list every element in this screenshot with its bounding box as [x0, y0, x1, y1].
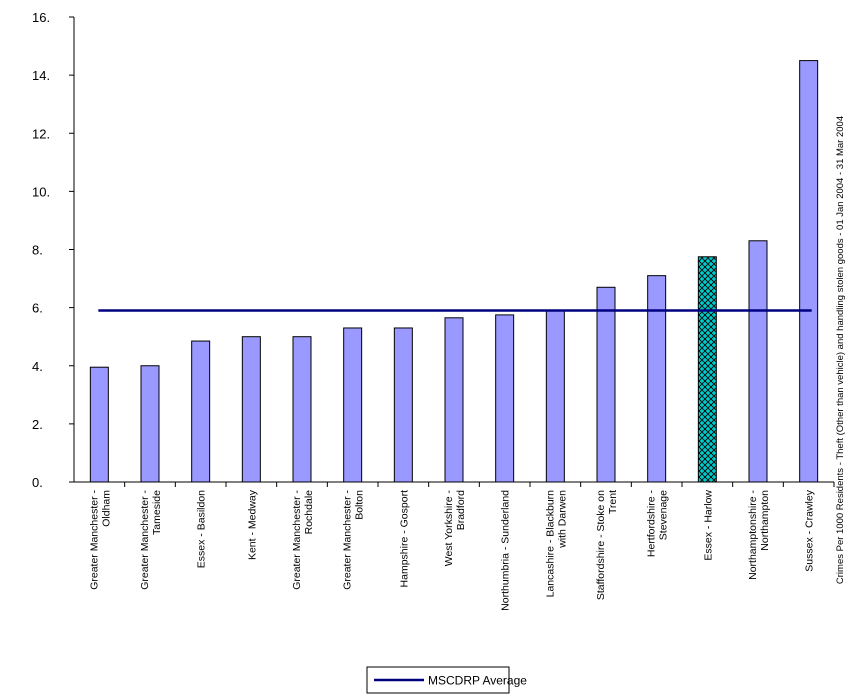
x-tick-label: Staffordshire - Stoke onTrent — [595, 490, 619, 600]
legend-label-average: MSCDRP Average — [428, 674, 527, 688]
x-tick-label-line: Sussex - Crawley — [804, 489, 816, 571]
x-tick-label-line: Bolton — [354, 490, 366, 520]
x-tick-label: West Yorkshire -Bradford — [443, 490, 467, 567]
bar-highlighted — [697, 256, 717, 483]
y-tick-label: 14. — [32, 68, 50, 83]
x-tick-label-line: Hertfordshire - — [646, 490, 658, 558]
bar — [292, 336, 312, 483]
y-tick-label: 6. — [32, 301, 43, 316]
x-tick-label: Northamptonshire -Northampton — [747, 490, 771, 580]
x-tick-label-line: Essex - Basildon — [196, 490, 208, 568]
x-tick-label: Greater Manchester -Rochdale — [291, 490, 315, 590]
x-tick-label: Greater Manchester -Oldham — [88, 490, 112, 590]
bar — [647, 275, 667, 483]
bar — [191, 340, 211, 483]
x-tick-label-line: Northampton — [759, 490, 771, 551]
bar — [343, 327, 363, 483]
y-tick-label: 0. — [32, 475, 43, 490]
x-tick-label-line: Oldham — [100, 490, 112, 527]
bar — [89, 366, 109, 483]
x-tick-label-line: Trent — [607, 490, 619, 514]
x-tick-label-line: Stevenage — [658, 490, 670, 540]
axes — [73, 17, 834, 483]
x-tick-label-line: Lancashire - Blackburn — [544, 490, 556, 598]
y-axis-title: Crimes Per 1000 Residents - Theft (Other… — [835, 116, 846, 584]
y-tick-label: 12. — [32, 126, 50, 141]
x-tick-label: Kent - Medway — [246, 489, 258, 560]
x-tick-label-line: West Yorkshire - — [443, 490, 455, 567]
bar — [799, 60, 819, 483]
y-tick-label: 4. — [32, 359, 43, 374]
x-tick-label-line: Greater Manchester - — [291, 490, 303, 590]
x-tick-label-line: Northumbria - Sunderland — [500, 490, 512, 611]
x-tick-label-line: Essex - Harlow — [702, 490, 714, 561]
x-tick-label: Hertfordshire -Stevenage — [646, 490, 670, 558]
x-tick-label: Sussex - Crawley — [804, 489, 816, 571]
bar — [241, 336, 261, 483]
x-tick-label-line: Staffordshire - Stoke on — [595, 490, 607, 600]
x-tick-label: Essex - Basildon — [196, 490, 208, 568]
x-tick-label: Northumbria - Sunderland — [500, 490, 512, 611]
bar — [140, 365, 160, 483]
x-tick-label-line: Tameside — [151, 490, 163, 535]
y-axis-ticks: 0. 2. 4. 6. 8. 10. 12. 14. 16. — [32, 10, 74, 490]
bar — [545, 310, 565, 483]
x-tick-label-line: Kent - Medway — [246, 489, 258, 560]
x-tick-label: Greater Manchester -Tameside — [139, 490, 163, 590]
x-tick-label: Greater Manchester -Bolton — [342, 490, 366, 590]
y-tick-label: 10. — [32, 184, 50, 199]
bar — [596, 286, 616, 483]
x-tick-label-line: Bradford — [455, 490, 467, 530]
x-tick-label: Essex - Harlow — [702, 490, 714, 561]
bar — [495, 314, 515, 483]
x-tick-label-line: Greater Manchester - — [88, 490, 100, 590]
y-tick-label: 2. — [32, 417, 43, 432]
bar — [444, 317, 464, 483]
bars — [89, 60, 835, 487]
legend: MSCDRP Average — [366, 666, 527, 694]
x-tick-label: Lancashire - Blackburnwith Darwen — [544, 490, 568, 598]
y-tick-label: 8. — [32, 243, 43, 258]
x-tick-label-line: with Darwen — [556, 490, 568, 549]
y-tick-label: 16. — [32, 10, 50, 25]
x-tick-label-line: Northamptonshire - — [747, 490, 759, 580]
x-axis-labels: Greater Manchester -Oldham Greater Manche… — [88, 489, 815, 611]
x-tick-label-line: Rochdale — [303, 490, 315, 535]
bar — [393, 327, 413, 483]
x-tick-label-line: Hampshire - Gosport — [398, 490, 410, 588]
x-tick-label-line: Greater Manchester - — [139, 490, 151, 590]
x-tick-label-line: Greater Manchester - — [342, 490, 354, 590]
bar — [748, 240, 768, 483]
x-tick-label: Hampshire - Gosport — [398, 490, 410, 588]
